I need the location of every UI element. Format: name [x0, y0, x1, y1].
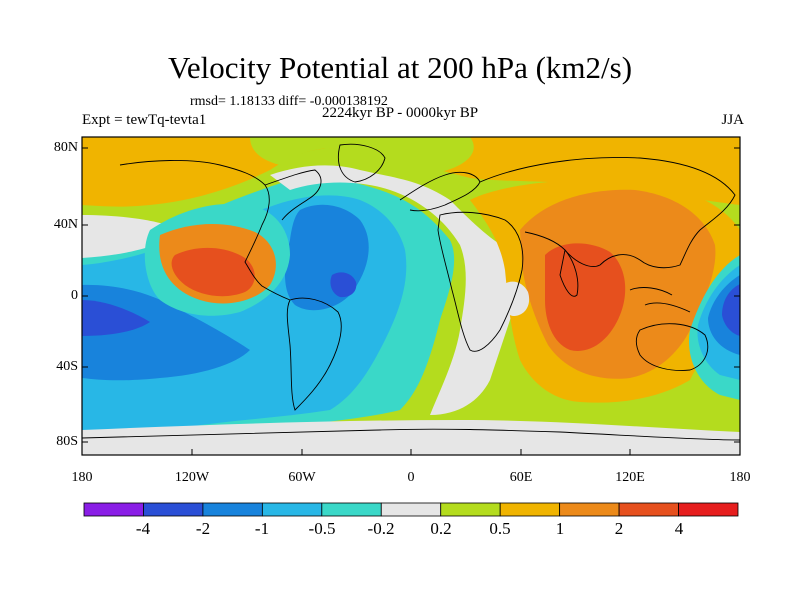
lon-label-180w: 180 [71, 470, 93, 485]
lat-label-40s: 40S [56, 359, 78, 374]
lat-label-80n: 80N [53, 140, 78, 155]
contour-grey-westpac [82, 215, 180, 258]
colorbar-label: -0.5 [308, 519, 336, 538]
colorbar-swatch [559, 502, 620, 517]
colorbar-swatch [261, 502, 323, 517]
colorbar-label: 4 [674, 519, 684, 538]
coastlines [82, 143, 740, 441]
lat-ticks [82, 147, 740, 443]
lon-label-120e: 120E [615, 470, 645, 485]
experiment-label: Expt = tewTq-tevta1 [82, 112, 207, 128]
colorbar-swatch [83, 502, 144, 517]
colorbar-swatch [440, 502, 501, 517]
contour-wpac-darkblue [722, 284, 740, 336]
contour-west-darkblue-2 [82, 300, 150, 336]
season-label: JJA [721, 112, 744, 128]
lon-label-60w: 60W [288, 470, 316, 485]
contour-field [82, 137, 740, 455]
colorbar [83, 502, 739, 517]
period-label: 2224kyr BP - 0000kyr BP [322, 105, 479, 121]
colorbar-label: 0.2 [430, 519, 452, 538]
contour-west-darkblue [330, 272, 357, 298]
contour-epac-red [171, 247, 255, 297]
lon-label-0: 0 [407, 470, 415, 485]
rmsd-stats: rmsd= 1.18133 diff= -0.000138192 [190, 94, 388, 109]
colorbar-label: -1 [254, 519, 270, 538]
contour-east-red [545, 243, 626, 351]
colorbar-swatch [380, 502, 442, 517]
colorbar-label: -2 [195, 519, 211, 538]
colorbar-swatch [143, 502, 204, 517]
colorbar-swatch [499, 502, 561, 517]
contour-grey-atlantic [270, 165, 522, 415]
colorbar-label: 2 [614, 519, 624, 538]
map-title: Velocity Potential at 200 hPa (km2/s) [167, 50, 633, 85]
lon-label-180e: 180 [729, 470, 751, 485]
colorbar-label: 0.5 [489, 519, 511, 538]
lat-label-40n: 40N [53, 217, 78, 232]
lat-label-80s: 80S [56, 434, 78, 449]
colorbar-label: 1 [555, 519, 565, 538]
colorbar-swatch [202, 502, 263, 517]
colorbar-label: -0.2 [367, 519, 395, 538]
contour-north-orange [82, 137, 740, 207]
contour-west-blue [82, 284, 250, 381]
contour-north-green [250, 137, 474, 172]
colorbar-swatch [321, 502, 382, 517]
colorbar-swatch [618, 502, 679, 517]
colorbar-swatch [678, 502, 739, 517]
lon-ticks [81, 449, 741, 455]
antarctic-grey [82, 420, 740, 455]
lon-label-120w: 120W [174, 470, 210, 485]
lat-label-0: 0 [71, 288, 78, 303]
lon-label-60e: 60E [509, 470, 533, 485]
colorbar-label: -4 [135, 519, 151, 538]
